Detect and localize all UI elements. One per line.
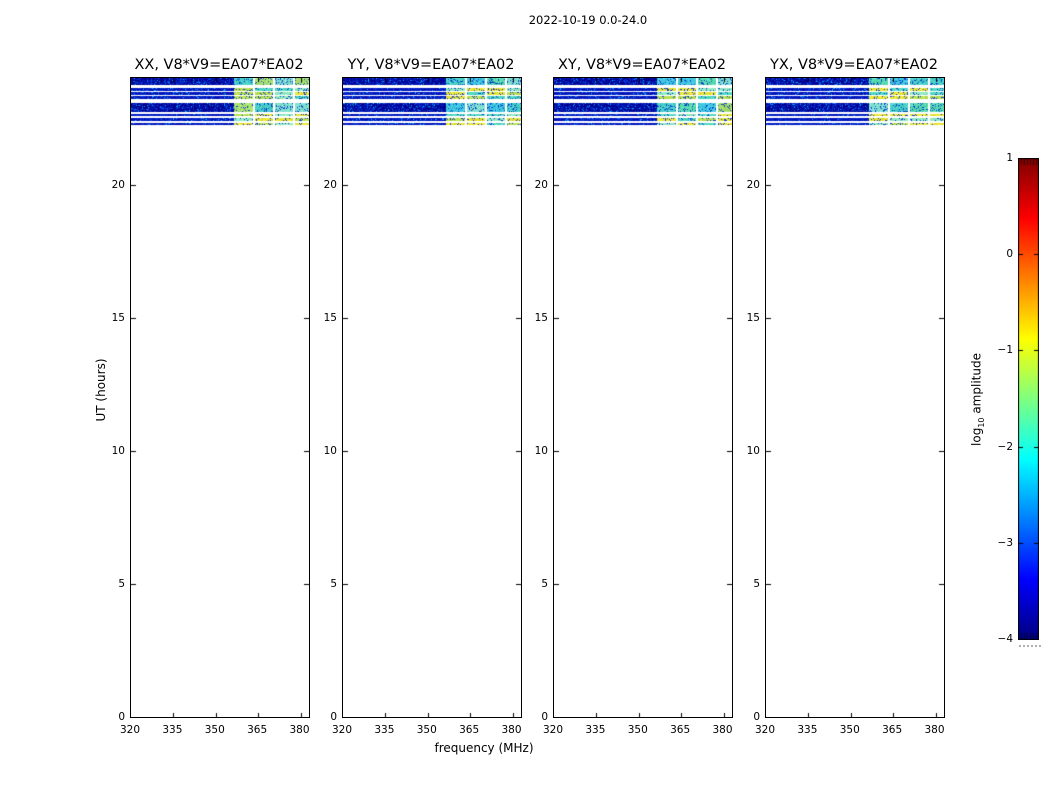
heatmap-xy: [554, 78, 732, 717]
panel-frame-xx: [130, 77, 310, 718]
y-tick-label-xx-10: 10: [111, 444, 125, 457]
x-tick-label-yy-320: 320: [331, 724, 353, 736]
colorbar-tick-label-1: 1: [1006, 152, 1013, 164]
x-tick-label-yy-350: 350: [416, 724, 437, 736]
y-tick-label-yy-20: 20: [323, 178, 337, 191]
heatmap-yy: [343, 78, 521, 717]
y-tick-label-xy-0: 0: [541, 711, 548, 723]
x-tick-label-yx-365: 365: [882, 724, 903, 736]
colorbar: [1018, 158, 1039, 640]
y-tick-label-yy-0: 0: [330, 711, 337, 723]
y-tick-label-yx-20: 20: [746, 178, 760, 191]
figure-title: 2022-10-19 0.0-24.0: [528, 13, 648, 27]
y-tick-label-xx-5: 5: [118, 577, 125, 590]
heatmap-yx: [766, 78, 944, 717]
panel-frame-yx: [765, 77, 945, 718]
colorbar-tick-label--3: −3: [997, 536, 1013, 549]
y-tick-label-xx-0: 0: [118, 711, 125, 723]
colorbar-label-sub: 10: [976, 417, 986, 428]
x-tick-label-xy-350: 350: [627, 724, 648, 736]
x-tick-label-xx-365: 365: [247, 724, 268, 736]
x-tick-label-xx-335: 335: [162, 724, 183, 736]
colorbar-extend-dots: [1019, 645, 1041, 647]
x-tick-label-yy-335: 335: [374, 724, 395, 736]
colorbar-label-log: log: [969, 427, 984, 446]
y-tick-label-yx-0: 0: [753, 711, 760, 723]
x-axis-label: frequency (MHz): [434, 741, 534, 755]
panel-title-xy: XY, V8*V9=EA07*EA02: [557, 57, 726, 73]
x-tick-label-xy-335: 335: [585, 724, 606, 736]
y-tick-label-xy-10: 10: [534, 444, 548, 457]
x-tick-label-xy-380: 380: [712, 724, 733, 736]
colorbar-tick-label-0: 0: [1006, 248, 1013, 261]
y-tick-label-yy-10: 10: [323, 444, 337, 457]
y-tick-label-xy-20: 20: [534, 178, 548, 191]
x-tick-label-yx-350: 350: [839, 724, 860, 736]
y-tick-label-yx-5: 5: [753, 577, 760, 590]
y-tick-label-yx-10: 10: [746, 444, 760, 457]
x-tick-label-yx-380: 380: [924, 724, 945, 736]
heatmap-xx: [131, 78, 309, 717]
colorbar-label-amplitude: amplitude: [969, 353, 984, 418]
y-tick-label-yx-15: 15: [746, 311, 760, 324]
panel-title-xx: XX, V8*V9=EA07*EA02: [134, 57, 304, 73]
panel-title-yy: YY, V8*V9=EA07*EA02: [347, 57, 515, 73]
colorbar-tick-label--2: −2: [997, 440, 1013, 453]
x-tick-label-xy-320: 320: [542, 724, 564, 736]
y-tick-label-xy-15: 15: [534, 311, 548, 324]
x-tick-label-yy-365: 365: [459, 724, 480, 736]
y-axis-label: UT (hours): [94, 358, 108, 422]
x-tick-label-yx-320: 320: [754, 724, 776, 736]
panel-frame-yy: [342, 77, 522, 718]
colorbar-tick-label--4: −4: [997, 633, 1013, 645]
x-tick-label-xx-350: 350: [204, 724, 225, 736]
y-tick-label-xx-15: 15: [111, 311, 125, 324]
x-tick-label-yx-335: 335: [797, 724, 818, 736]
colorbar-tick-label--1: −1: [997, 344, 1013, 357]
x-tick-label-xx-380: 380: [289, 724, 310, 736]
colorbar-label: log10 amplitude: [969, 351, 986, 449]
x-tick-label-xy-365: 365: [670, 724, 691, 736]
y-tick-label-yy-5: 5: [330, 577, 337, 590]
panel-title-yx: YX, V8*V9=EA07*EA02: [769, 57, 938, 73]
panel-frame-xy: [553, 77, 733, 718]
y-tick-label-xy-5: 5: [541, 577, 548, 590]
y-tick-label-yy-15: 15: [323, 311, 337, 324]
y-tick-label-xx-20: 20: [111, 178, 125, 191]
x-tick-label-xx-320: 320: [119, 724, 141, 736]
x-tick-label-yy-380: 380: [501, 724, 522, 736]
